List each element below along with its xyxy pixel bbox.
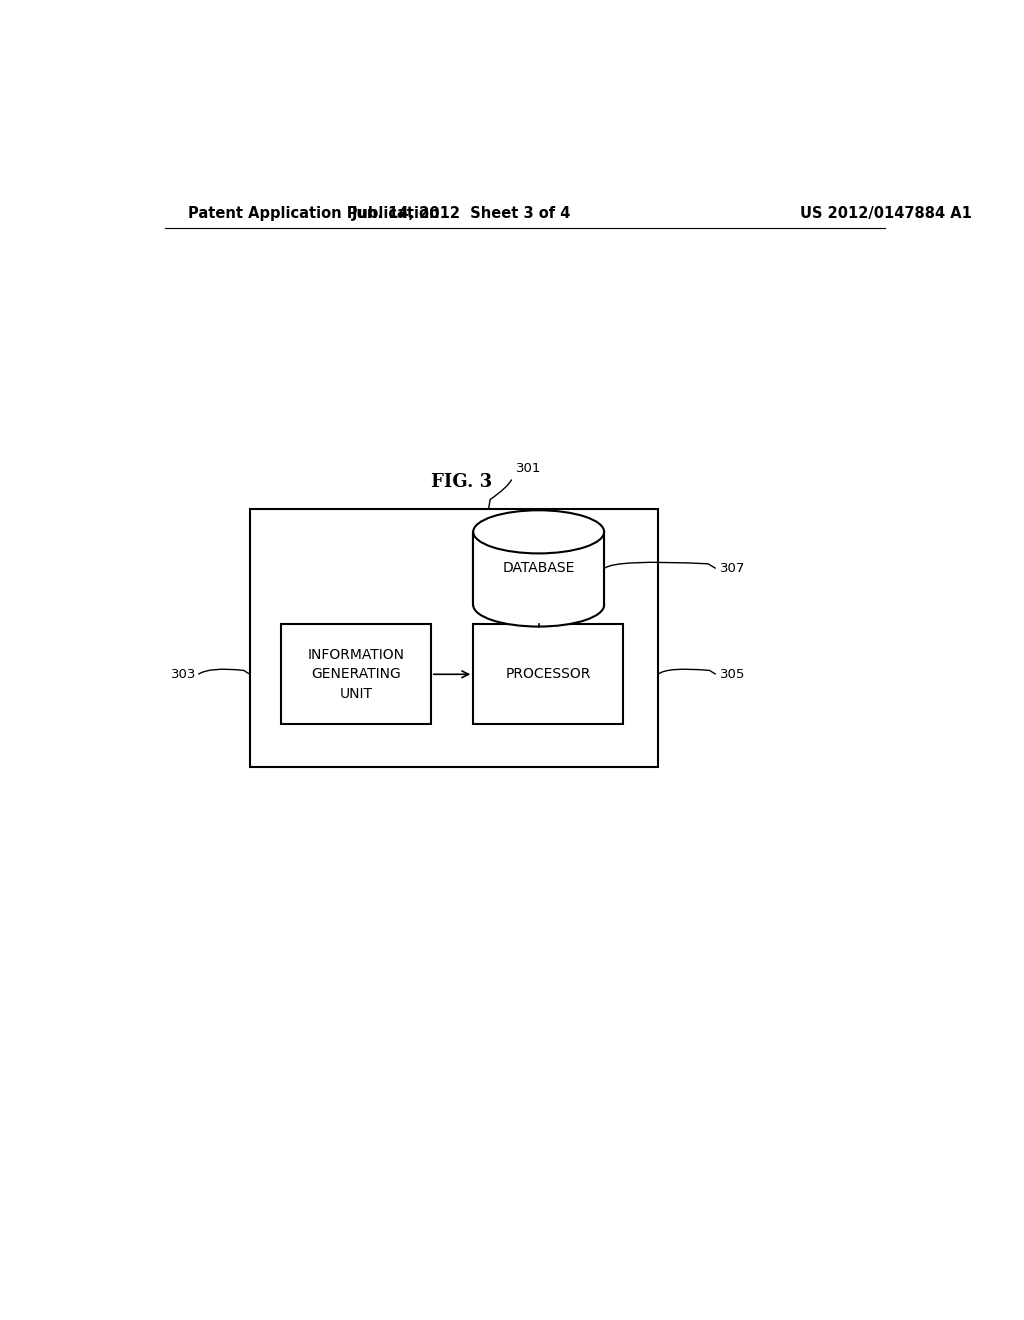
Text: 305: 305 bbox=[720, 668, 745, 681]
Text: Jun. 14, 2012  Sheet 3 of 4: Jun. 14, 2012 Sheet 3 of 4 bbox=[352, 206, 571, 222]
Bar bbox=[281, 624, 431, 725]
Text: 301: 301 bbox=[515, 462, 541, 475]
Text: INFORMATION
GENERATING
UNIT: INFORMATION GENERATING UNIT bbox=[307, 648, 404, 701]
Text: DATABASE: DATABASE bbox=[503, 561, 574, 576]
Bar bbox=[474, 532, 603, 605]
Ellipse shape bbox=[473, 511, 604, 553]
Text: PROCESSOR: PROCESSOR bbox=[506, 668, 591, 681]
Text: FIG. 3: FIG. 3 bbox=[431, 473, 493, 491]
Text: 303: 303 bbox=[171, 668, 196, 681]
Bar bbox=[250, 508, 658, 767]
Text: 307: 307 bbox=[720, 562, 745, 576]
Bar bbox=[473, 624, 624, 725]
Bar bbox=[474, 532, 603, 605]
Text: Patent Application Publication: Patent Application Publication bbox=[188, 206, 440, 222]
Ellipse shape bbox=[473, 583, 604, 627]
Text: US 2012/0147884 A1: US 2012/0147884 A1 bbox=[801, 206, 973, 222]
